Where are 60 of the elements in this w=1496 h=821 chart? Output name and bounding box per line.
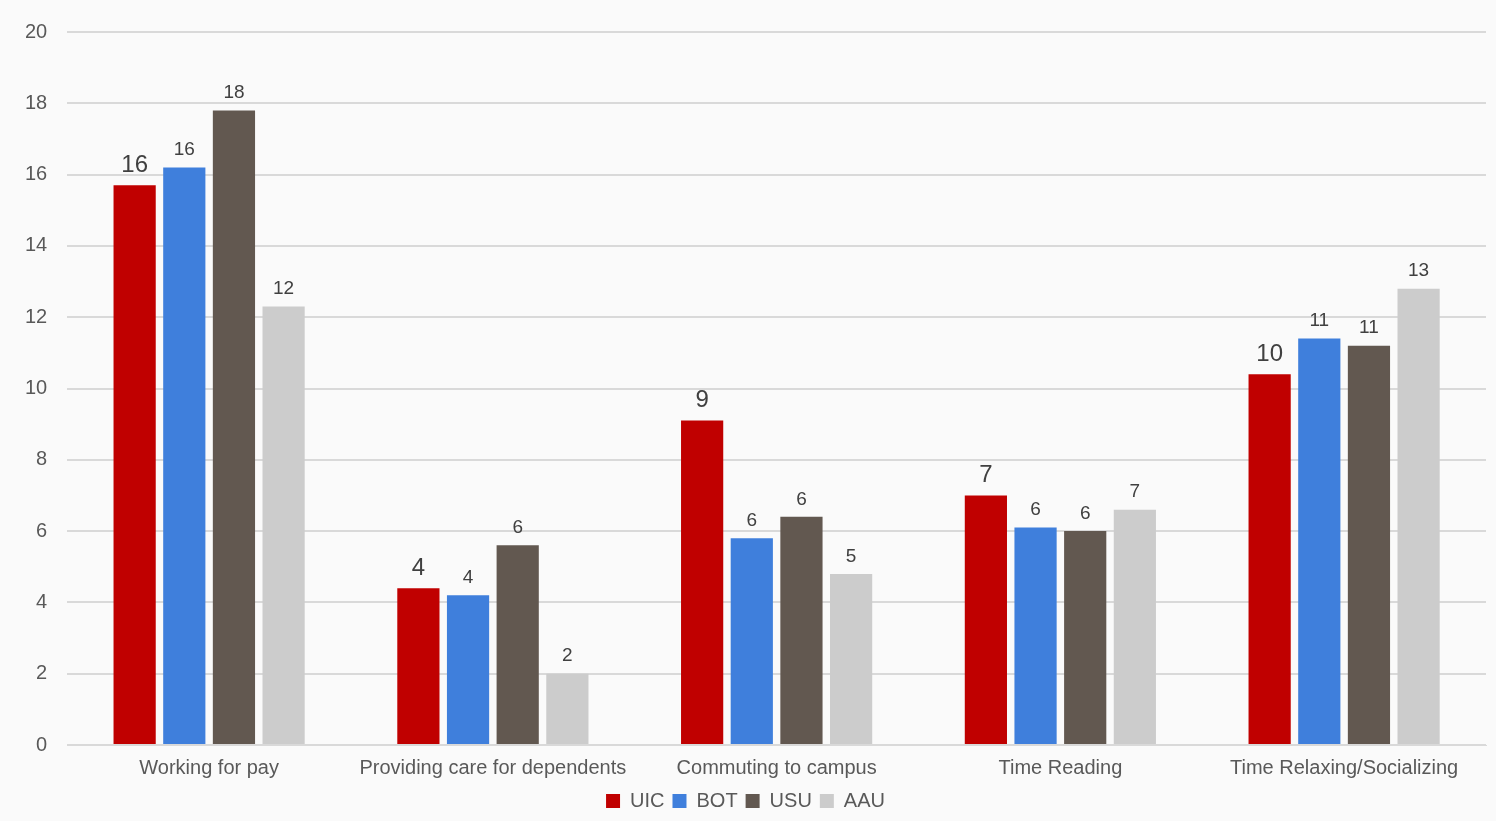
data-label: 6 [796,487,807,509]
bar [446,595,490,744]
data-label: 16 [121,149,148,177]
bar [830,573,873,744]
legend-label: BOT [696,788,738,811]
y-tick-label: 10 [25,376,48,399]
data-label: 9 [695,385,709,413]
y-tick-label: 0 [36,732,48,755]
y-tick-label: 18 [25,90,48,113]
data-label: 11 [1309,309,1330,331]
bar [1248,374,1291,744]
data-label: 6 [746,508,758,530]
bar [546,673,589,744]
y-tick-label: 2 [36,661,48,684]
bar [681,420,724,744]
legend-label: AAU [843,788,885,811]
data-label: 6 [1079,501,1091,523]
data-label: 4 [411,552,426,580]
data-label: 13 [1408,259,1430,281]
x-tick-label: Providing care for dependents [359,755,627,778]
bar [780,516,823,744]
y-tick-label: 4 [36,589,48,612]
bar [1014,527,1057,744]
data-label: 6 [1030,498,1041,520]
bar [496,545,539,744]
bar [212,110,256,744]
x-tick-label: Time Reading [998,755,1123,778]
bar [1397,288,1440,744]
bar [113,185,156,744]
data-label: 7 [979,460,993,488]
y-tick-label: 14 [25,233,48,256]
y-tick-label: 12 [25,304,48,327]
y-tick-label: 20 [25,19,48,42]
y-tick-label: 8 [36,447,48,470]
bar [964,495,1007,744]
data-label: 12 [273,277,295,299]
bar [1113,509,1156,744]
data-label: 11 [1359,316,1379,338]
bar [1064,531,1107,744]
x-tick-label: Working for pay [139,755,279,778]
data-label: 7 [1129,480,1141,502]
data-label: 4 [462,566,474,587]
bar [163,167,206,744]
y-tick-label: 16 [25,162,48,185]
legend-label: USU [769,788,812,811]
bar [1347,345,1391,744]
data-label: 18 [223,81,245,103]
bar [730,538,773,744]
legend-label: UIC [630,788,665,811]
bar [397,588,440,744]
data-label: 16 [173,138,195,160]
x-tick-label: Time Relaxing/Socializing [1230,755,1459,778]
bar [262,306,305,744]
data-label: 2 [562,644,573,666]
data-label: 6 [512,516,523,538]
data-label: 5 [845,544,857,566]
data-label: 10 [1256,338,1283,366]
x-tick-label: Commuting to campus [676,755,877,778]
bar [1298,338,1341,744]
y-tick-label: 6 [36,518,48,541]
